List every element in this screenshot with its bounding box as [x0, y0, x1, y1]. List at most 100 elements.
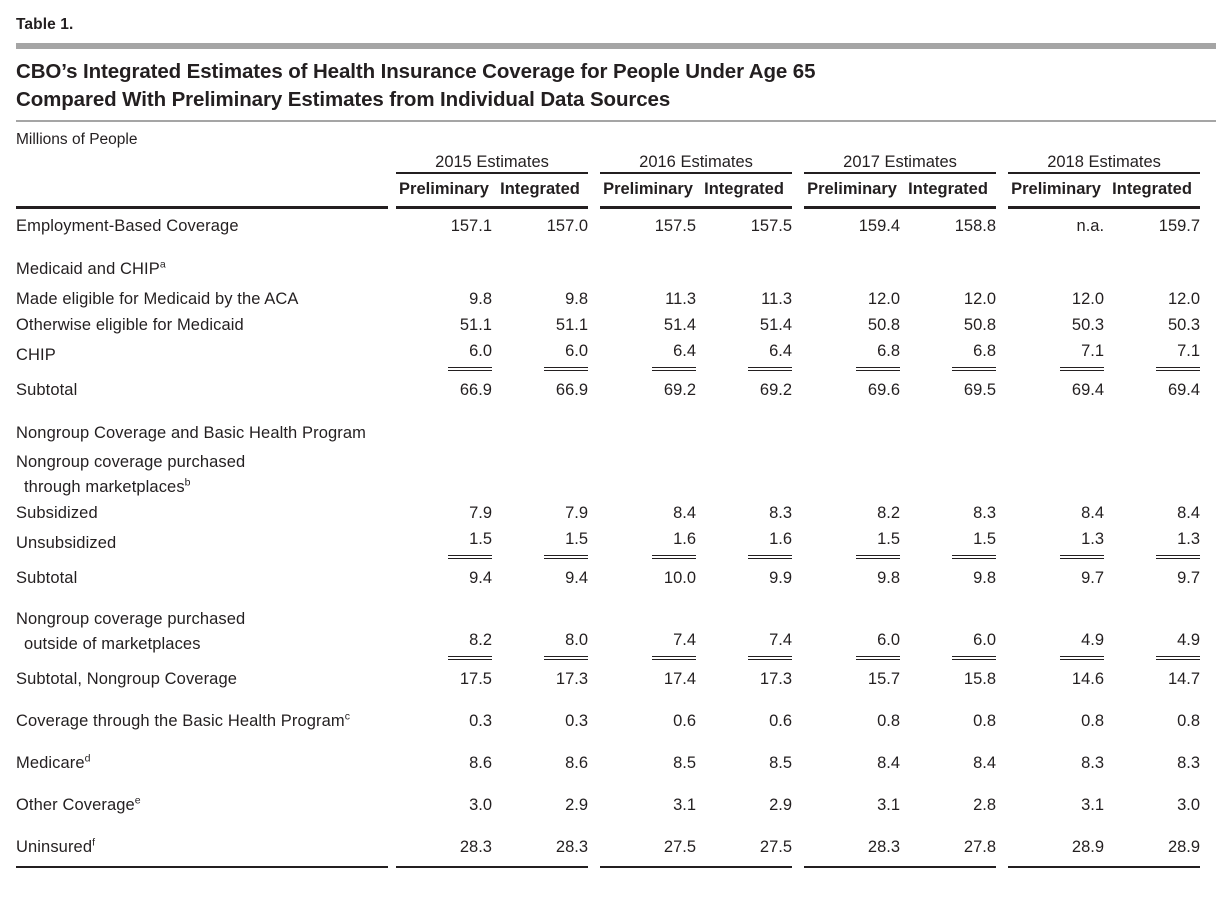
table-row: Employment-Based Coverage 157.1 157.0 157.5… — [16, 208, 1200, 240]
value-cell — [600, 239, 696, 282]
table-row: Coverage through the Basic Health Progra… — [16, 692, 1200, 734]
value-cell: 50.3 — [1167, 316, 1201, 334]
value-cell: 28.3 — [804, 818, 901, 868]
col-integrated-2016: Integrated — [696, 173, 793, 209]
value-cell: 12.0 — [963, 290, 997, 308]
value-cell: 8.5 — [673, 754, 697, 772]
value-cell: 158.8 — [954, 217, 997, 235]
value-cell — [900, 403, 996, 446]
value-cell: 27.5 — [600, 818, 697, 868]
value-cell: 9.8 — [565, 290, 589, 308]
value-cell: 17.4 — [600, 657, 697, 692]
col-integrated-2015: Integrated — [492, 173, 589, 209]
table-row: Subtotal 66.9 66.9 69.2 69.2 69.6 69.5 69.4 69.4 — [16, 368, 1201, 403]
col-preliminary-2016: Preliminary — [600, 173, 697, 209]
col-preliminary-2018: Preliminary — [1008, 173, 1105, 209]
table-row: CHIP 6.0 6.0 6.4 6.4 6.8 6.8 7.1 7.1 — [16, 338, 1201, 368]
value-cell — [1104, 239, 1200, 282]
value-cell — [600, 403, 696, 446]
value-cell: 8.6 — [565, 754, 589, 772]
value-cell: 6.0 — [492, 338, 589, 368]
value-cell: 1.5 — [900, 526, 997, 556]
value-cell: 6.0 — [396, 338, 492, 368]
value-cell: 3.0 — [469, 796, 492, 814]
value-cell: 51.1 — [555, 316, 589, 334]
value-cell: 28.3 — [396, 818, 492, 868]
value-cell: 4.9 — [1008, 591, 1105, 657]
row-label: Nongroup Coverage and Basic Health Progr… — [16, 424, 366, 442]
table-title-line2: Compared With Preliminary Estimates from… — [16, 88, 671, 111]
row-label: Made eligible for Medicaid by the ACA — [16, 290, 299, 308]
value-cell: 157.5 — [654, 217, 697, 235]
value-cell: 8.4 — [673, 504, 697, 522]
table-title: CBO’s Integrated Estimates of Health Ins… — [16, 58, 1216, 114]
value-cell: 7.4 — [696, 591, 793, 657]
value-cell: 6.0 — [900, 591, 997, 657]
value-cell: 7.9 — [565, 504, 589, 522]
section-row: Nongroup Coverage and Basic Health Progr… — [16, 403, 1200, 446]
value-cell: 0.8 — [877, 712, 901, 730]
value-cell: 157.1 — [450, 217, 492, 235]
value-cell: 10.0 — [600, 556, 697, 591]
value-cell — [1008, 446, 1104, 500]
value-cell: 27.5 — [696, 818, 793, 868]
value-cell — [492, 239, 588, 282]
value-cell — [1008, 239, 1104, 282]
value-cell — [1104, 403, 1200, 446]
value-cell: 8.2 — [396, 591, 492, 657]
value-cell: 0.3 — [469, 712, 492, 730]
value-cell — [804, 239, 900, 282]
value-cell: 9.8 — [900, 556, 997, 591]
value-cell: 8.3 — [973, 504, 997, 522]
value-cell: 3.0 — [1177, 796, 1201, 814]
value-cell: 11.3 — [761, 290, 793, 308]
value-cell: 8.3 — [1081, 754, 1105, 772]
value-cell: 15.8 — [900, 657, 997, 692]
table-row: Nongroup coverage purchased outside of ma… — [16, 591, 1201, 657]
value-cell — [900, 446, 996, 500]
value-cell — [696, 239, 792, 282]
table-row: Otherwise eligible for Medicaid 51.1 51.1 5… — [16, 312, 1200, 338]
table-number: Table 1. — [16, 16, 74, 33]
value-cell — [696, 446, 792, 500]
col-group-2015-estimates: 2015 Estimates — [396, 153, 589, 174]
value-cell: 27.8 — [900, 818, 997, 868]
value-cell: 9.7 — [1008, 556, 1105, 591]
footnote-marker: c — [344, 710, 351, 723]
value-cell: 51.4 — [759, 316, 793, 334]
value-cell: 51.4 — [663, 316, 697, 334]
row-label: Otherwise eligible for Medicaid — [16, 316, 244, 334]
value-cell: 12.0 — [1071, 290, 1105, 308]
row-label: Subtotal — [16, 381, 78, 399]
value-cell — [1008, 403, 1104, 446]
value-cell: 7.1 — [1104, 338, 1201, 368]
value-cell: 159.4 — [858, 217, 901, 235]
value-cell: 4.9 — [1104, 591, 1201, 657]
value-cell: 8.5 — [769, 754, 793, 772]
value-cell — [804, 446, 900, 500]
value-cell: 14.7 — [1104, 657, 1201, 692]
value-cell: 0.8 — [1081, 712, 1105, 730]
value-cell: 7.1 — [1008, 338, 1105, 368]
value-cell: 2.8 — [973, 796, 997, 814]
value-cell: 157.5 — [750, 217, 793, 235]
value-cell: 69.2 — [600, 368, 697, 403]
value-cell: 51.1 — [459, 316, 492, 334]
table-title-line1: CBO’s Integrated Estimates of Health Ins… — [16, 60, 816, 83]
value-cell: 1.6 — [600, 526, 697, 556]
value-cell: 0.8 — [973, 712, 997, 730]
value-cell: 6.4 — [696, 338, 793, 368]
value-cell: 9.7 — [1104, 556, 1201, 591]
col-integrated-2017: Integrated — [900, 173, 997, 209]
value-cell — [492, 403, 588, 446]
value-cell: 69.4 — [1104, 368, 1201, 403]
value-cell: 8.6 — [469, 754, 492, 772]
row-label: Subtotal — [16, 569, 78, 587]
value-cell: 14.6 — [1008, 657, 1105, 692]
col-integrated-2018: Integrated — [1104, 173, 1201, 209]
title-divider-rule — [16, 120, 1216, 122]
table-row: Uninsuredf 28.3 28.3 27.5 27.5 28.3 27.8 28.9 28… — [16, 818, 1201, 868]
table-row: Unsubsidized 1.5 1.5 1.6 1.6 1.5 1.5 1.3 1.3 — [16, 526, 1201, 556]
value-cell: 8.4 — [877, 754, 901, 772]
